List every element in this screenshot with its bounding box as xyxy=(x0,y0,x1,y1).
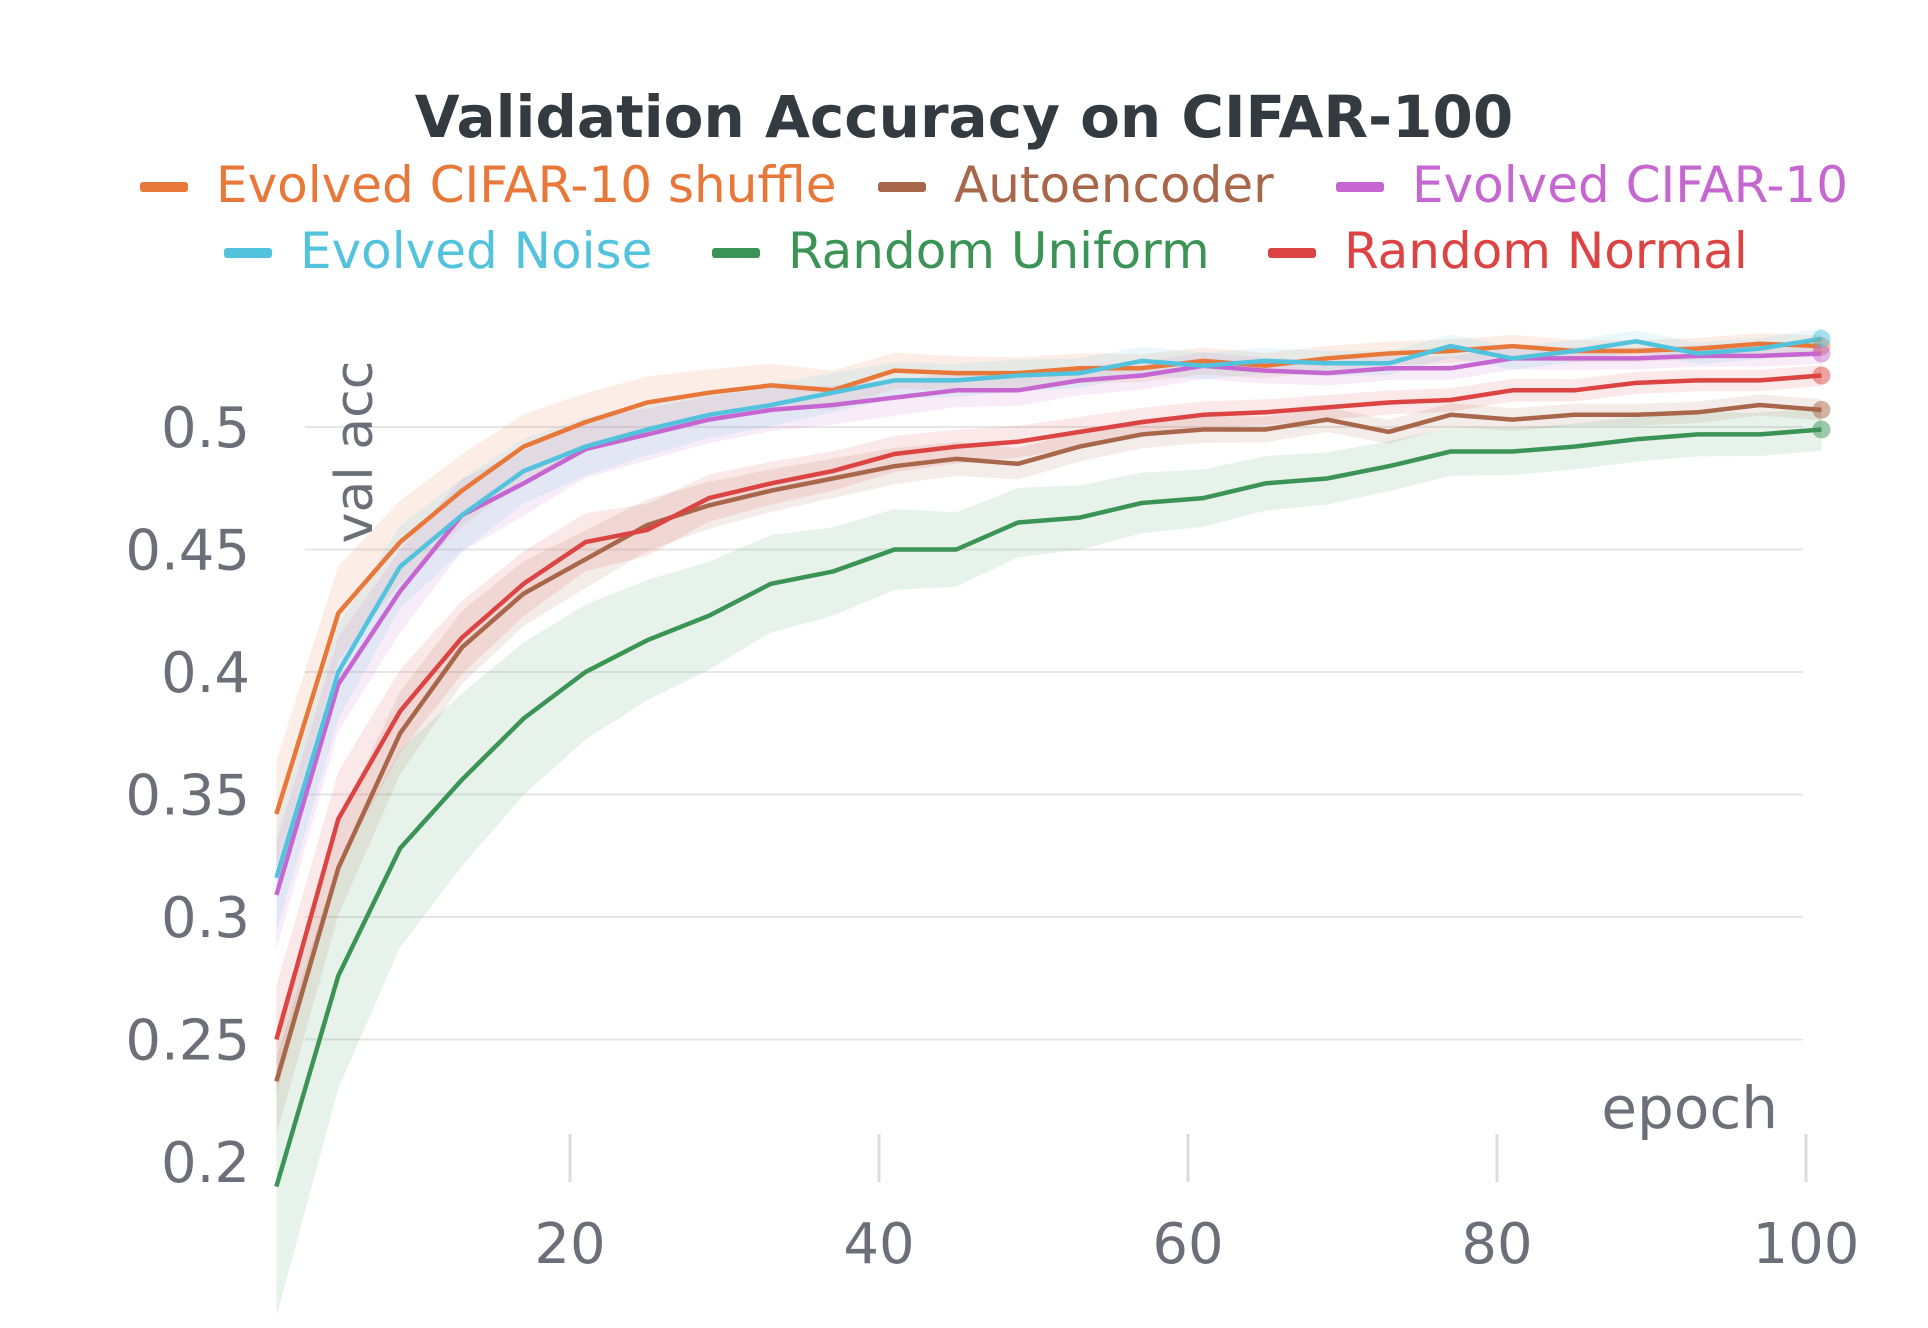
series-endpoint xyxy=(1812,420,1831,439)
y-tick-label: 0.2 xyxy=(161,1131,250,1196)
legend-label: Random Uniform xyxy=(788,222,1210,280)
series-endpoints xyxy=(1812,329,1831,439)
series-line xyxy=(274,427,1822,1188)
series-endpoint xyxy=(1812,329,1831,348)
x-tick-label: 80 xyxy=(1461,1212,1532,1277)
legend-item: Autoencoder xyxy=(878,156,1274,214)
grid xyxy=(305,426,1808,1182)
x-tick-label: 60 xyxy=(1152,1212,1223,1277)
legend-item: Evolved Noise xyxy=(224,222,652,280)
legend-label: Evolved CIFAR-10 shuffle xyxy=(216,156,836,214)
series-line xyxy=(274,402,1822,1082)
x-tick-label: 20 xyxy=(534,1212,605,1277)
chart-title: Validation Accuracy on CIFAR-100 xyxy=(415,83,1513,151)
y-tick-label: 0.4 xyxy=(161,641,250,706)
y-tick-label: 0.5 xyxy=(161,396,250,461)
legend-label: Random Normal xyxy=(1344,222,1748,280)
confidence-bands xyxy=(276,328,1822,1317)
legend-item: Evolved CIFAR-10 shuffle xyxy=(140,156,836,214)
series-endpoint xyxy=(1812,366,1831,385)
y-tick-label: 0.45 xyxy=(125,519,250,584)
x-tick-labels: 20 40 60 80 100 xyxy=(534,1212,1859,1277)
legend-swatch xyxy=(224,248,272,258)
legend-item: Evolved CIFAR-10 xyxy=(1336,156,1848,214)
series-endpoint xyxy=(1812,400,1831,419)
series-band xyxy=(276,408,1822,1317)
series-line xyxy=(274,351,1822,896)
legend-label: Evolved Noise xyxy=(300,222,652,280)
legend-label: Evolved CIFAR-10 xyxy=(1412,156,1848,214)
legend-label: Autoencoder xyxy=(954,156,1274,214)
y-tick-label: 0.25 xyxy=(125,1009,250,1074)
x-axis-label: epoch xyxy=(1601,1074,1778,1142)
legend-swatch xyxy=(1336,182,1384,192)
legend-item: Random Uniform xyxy=(712,222,1210,280)
series-line xyxy=(274,373,1822,1041)
series-endpoint xyxy=(1812,344,1831,363)
y-axis-label: val acc xyxy=(325,361,385,544)
series-band xyxy=(276,365,1822,1094)
legend: Evolved CIFAR-10 shuffle Autoencoder Evolv… xyxy=(140,156,1848,280)
y-tick-label: 0.35 xyxy=(125,764,250,829)
series-line xyxy=(274,336,1822,879)
y-tick-labels: 0.2 0.25 0.3 0.35 0.4 0.45 0.5 xyxy=(125,396,250,1196)
legend-swatch xyxy=(140,182,188,192)
legend-swatch xyxy=(878,182,926,192)
legend-item: Random Normal xyxy=(1268,222,1748,280)
y-tick-label: 0.3 xyxy=(161,886,250,951)
series-lines xyxy=(274,336,1822,1188)
legend-swatch xyxy=(1268,248,1316,258)
x-tick-label: 40 xyxy=(843,1212,914,1277)
x-tick-label: 100 xyxy=(1753,1212,1860,1277)
legend-swatch xyxy=(712,248,760,258)
